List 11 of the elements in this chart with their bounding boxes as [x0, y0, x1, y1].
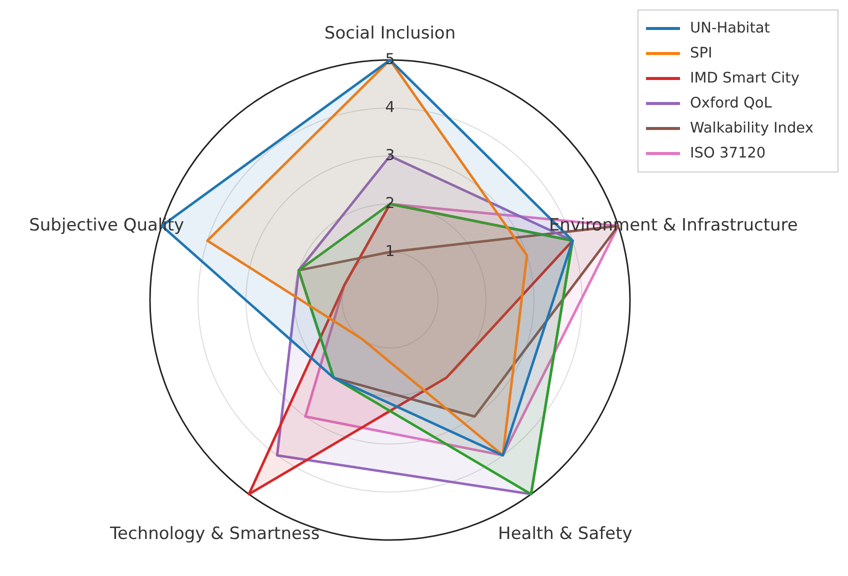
legend-label: ISO 37120 — [690, 145, 766, 162]
legend-label: Walkability Index — [690, 120, 814, 136]
y-tick-label: 4 — [385, 98, 395, 116]
legend-label: SPI — [690, 45, 712, 62]
spoke-label: Social Inclusion — [324, 23, 456, 44]
spoke-label: Health & Safety — [498, 524, 632, 544]
legend-label: UN-Habitat — [690, 20, 770, 36]
legend-label: IMD Smart City — [690, 70, 800, 86]
legend-label: Oxford QoL — [690, 95, 772, 112]
spoke-label: Technology & Smartness — [109, 524, 320, 544]
y-tick-label: 5 — [385, 50, 395, 68]
